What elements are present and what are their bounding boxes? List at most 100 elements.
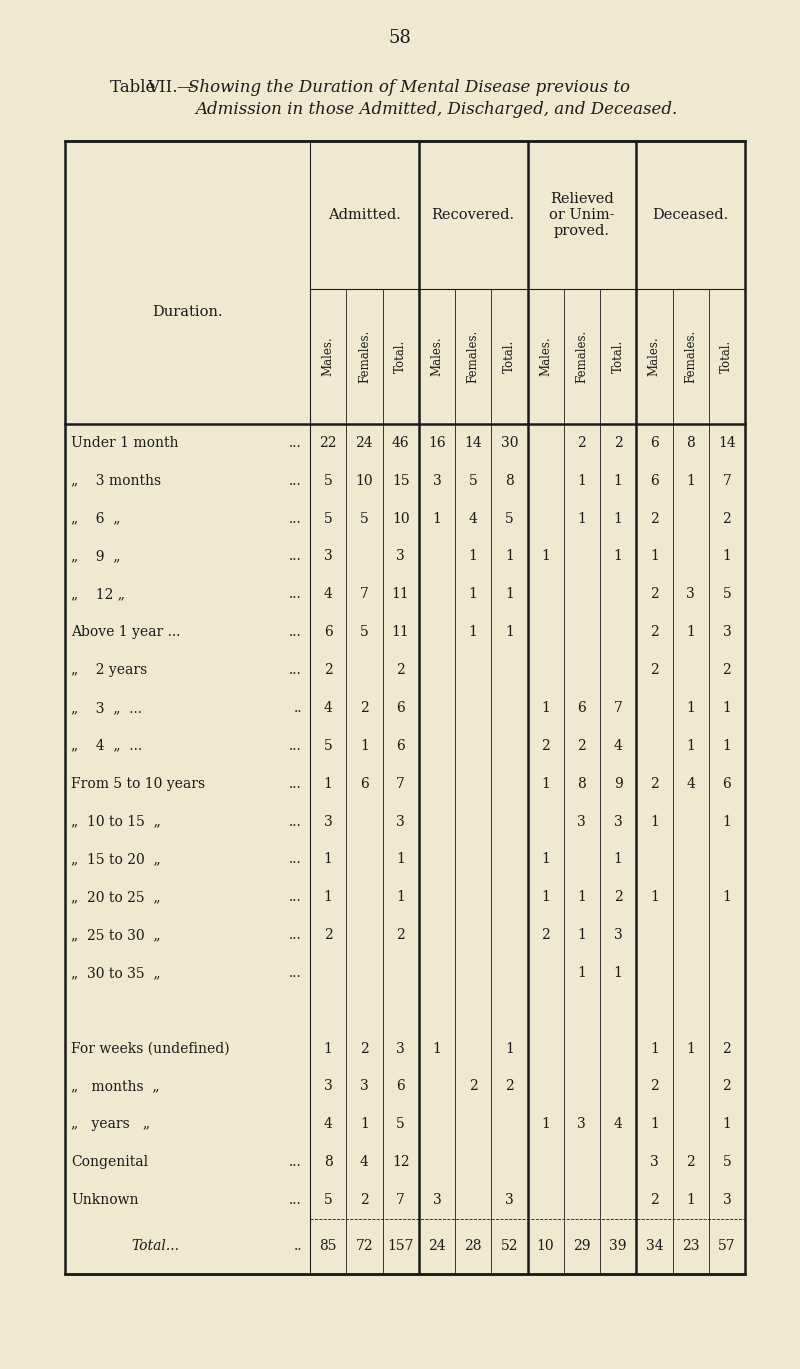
Text: 7: 7 [722, 474, 731, 487]
Text: 4: 4 [686, 776, 695, 791]
Text: 1: 1 [541, 701, 550, 715]
Text: Total.: Total. [720, 340, 734, 374]
Text: 4: 4 [469, 512, 478, 526]
Text: 3: 3 [578, 1117, 586, 1131]
Text: „   years   „: „ years „ [71, 1117, 150, 1131]
Text: 2: 2 [650, 1080, 658, 1094]
Text: 1: 1 [650, 890, 659, 904]
Text: 1: 1 [722, 701, 731, 715]
Text: „    2 years: „ 2 years [71, 663, 147, 678]
Text: 15: 15 [392, 474, 410, 487]
Text: 3: 3 [360, 1080, 369, 1094]
Text: 1: 1 [686, 701, 695, 715]
Text: 1: 1 [324, 853, 333, 867]
Text: 1: 1 [614, 474, 622, 487]
Text: 1: 1 [324, 776, 333, 791]
Text: 11: 11 [392, 626, 410, 639]
Text: 7: 7 [360, 587, 369, 601]
Text: ...: ... [290, 776, 302, 791]
Text: 5: 5 [360, 626, 369, 639]
Text: 5: 5 [324, 512, 333, 526]
Text: Males.: Males. [322, 337, 334, 376]
Text: 1: 1 [722, 1117, 731, 1131]
Text: 30: 30 [501, 435, 518, 450]
Text: 1: 1 [541, 776, 550, 791]
Text: 2: 2 [686, 1155, 695, 1169]
Text: 7: 7 [396, 776, 405, 791]
Text: 1: 1 [686, 1042, 695, 1055]
Text: „    9  „: „ 9 „ [71, 549, 121, 564]
Text: 85: 85 [319, 1239, 337, 1254]
Text: 8: 8 [505, 474, 514, 487]
Text: „    6  „: „ 6 „ [71, 512, 121, 526]
Text: 4: 4 [360, 1155, 369, 1169]
Text: Total.: Total. [503, 340, 516, 374]
Text: ...: ... [290, 435, 302, 450]
Text: 4: 4 [324, 587, 333, 601]
Text: 14: 14 [718, 435, 736, 450]
Text: ...: ... [290, 1155, 302, 1169]
Text: „    3 months: „ 3 months [71, 474, 161, 487]
Text: 1: 1 [578, 890, 586, 904]
Text: ...: ... [290, 739, 302, 753]
Text: 1: 1 [578, 474, 586, 487]
Text: 2: 2 [396, 663, 405, 678]
Text: 1: 1 [650, 1117, 659, 1131]
Text: 2: 2 [505, 1080, 514, 1094]
Text: ...: ... [290, 512, 302, 526]
Text: 11: 11 [392, 587, 410, 601]
Text: 8: 8 [686, 435, 695, 450]
Text: 3: 3 [324, 1080, 333, 1094]
Text: 1: 1 [686, 1192, 695, 1207]
Text: 8: 8 [324, 1155, 333, 1169]
Text: 6: 6 [650, 435, 658, 450]
Text: 1: 1 [469, 549, 478, 564]
Text: „    12 „: „ 12 „ [71, 587, 125, 601]
Text: 2: 2 [396, 928, 405, 942]
Text: 1: 1 [541, 1117, 550, 1131]
Text: 5: 5 [722, 587, 731, 601]
Text: 3: 3 [396, 549, 405, 564]
Text: 6: 6 [722, 776, 731, 791]
Text: 10: 10 [537, 1239, 554, 1254]
Text: 3: 3 [614, 928, 622, 942]
Text: 2: 2 [650, 512, 658, 526]
Text: 1: 1 [541, 890, 550, 904]
Text: ...: ... [290, 815, 302, 828]
Text: 2: 2 [722, 663, 731, 678]
Text: „    4  „  ...: „ 4 „ ... [71, 739, 142, 753]
Text: 1: 1 [433, 1042, 442, 1055]
Text: „   months  „: „ months „ [71, 1080, 160, 1094]
Text: ..: .. [294, 1239, 302, 1254]
Text: Under 1 month: Under 1 month [71, 435, 178, 450]
Text: 1: 1 [541, 853, 550, 867]
Text: VII.: VII. [147, 79, 178, 96]
Text: 3: 3 [396, 815, 405, 828]
Text: „  15 to 20  „: „ 15 to 20 „ [71, 853, 161, 867]
Text: 72: 72 [355, 1239, 373, 1254]
Text: 4: 4 [614, 1117, 622, 1131]
Text: 6: 6 [324, 626, 333, 639]
Text: 2: 2 [578, 435, 586, 450]
Text: 29: 29 [573, 1239, 590, 1254]
Text: 2: 2 [722, 512, 731, 526]
Text: Females.: Females. [684, 330, 697, 383]
Text: 6: 6 [396, 1080, 405, 1094]
Text: Above 1 year ...: Above 1 year ... [71, 626, 180, 639]
Text: 24: 24 [355, 435, 373, 450]
Text: 1: 1 [505, 1042, 514, 1055]
Text: 1: 1 [650, 549, 659, 564]
Text: Admission in those Admitted, Discharged, and Deceased.: Admission in those Admitted, Discharged,… [195, 101, 678, 118]
Text: 5: 5 [324, 474, 333, 487]
Text: 2: 2 [650, 776, 658, 791]
Text: ...: ... [290, 474, 302, 487]
Text: For weeks (undefined): For weeks (undefined) [71, 1042, 230, 1055]
Text: 5: 5 [469, 474, 478, 487]
Text: 2: 2 [578, 739, 586, 753]
Text: 1: 1 [650, 1042, 659, 1055]
Text: „  30 to 35  „: „ 30 to 35 „ [71, 967, 161, 980]
Text: 1: 1 [650, 815, 659, 828]
Text: 3: 3 [722, 626, 731, 639]
Text: 1: 1 [722, 549, 731, 564]
Text: Total.: Total. [394, 340, 407, 374]
